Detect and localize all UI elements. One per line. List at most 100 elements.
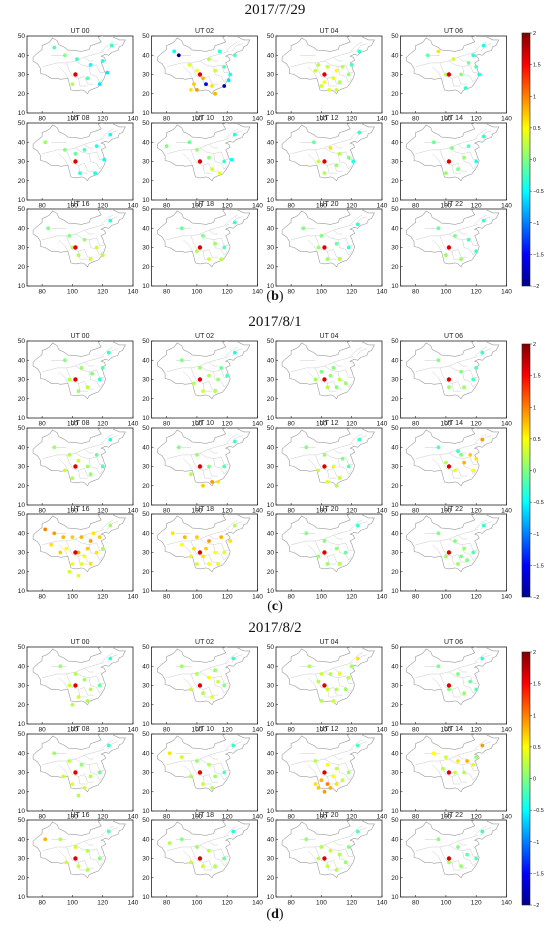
x-tick-label: 120 <box>222 508 233 515</box>
x-tick-label: 120 <box>346 508 357 515</box>
province-boundary <box>345 76 352 83</box>
x-tick-label: 140 <box>377 421 388 428</box>
province-boundary <box>474 41 487 52</box>
province-boundary <box>96 76 103 83</box>
colorbar: 2 1.5 1 0.5 0 −0.5 −1 −1.5 −2 <box>521 31 544 290</box>
province-boundary <box>350 128 363 139</box>
province-boundary <box>415 540 440 546</box>
station-point <box>346 845 351 849</box>
province-boundary <box>327 689 337 698</box>
station-point <box>316 786 321 790</box>
province-boundary <box>84 774 94 783</box>
station-point <box>459 72 463 77</box>
province-boundary <box>215 749 229 754</box>
station-point <box>187 63 192 67</box>
province-boundary <box>474 214 487 225</box>
province-boundary <box>166 62 191 68</box>
station-point <box>343 550 348 555</box>
station-point <box>207 762 211 767</box>
station-point <box>456 562 460 566</box>
province-boundary <box>457 381 468 390</box>
y-tick-label: 20 <box>391 569 399 576</box>
station-point <box>195 249 199 254</box>
province-boundary <box>345 163 352 170</box>
station-point <box>189 860 193 865</box>
caption-open: ( <box>266 289 271 304</box>
map-frame <box>26 733 134 812</box>
province-boundary <box>469 237 478 246</box>
subplot-title: UT 22 <box>444 201 463 208</box>
x-tick-label: 120 <box>222 203 233 210</box>
province-boundary <box>307 544 318 557</box>
province-boundary <box>88 544 97 555</box>
station-point <box>85 699 90 703</box>
x-tick-label: 80 <box>412 508 420 515</box>
subplot-title: UT 22 <box>444 506 463 513</box>
y-tick-label: 40 <box>18 750 26 757</box>
y-tick-label: 50 <box>142 206 150 213</box>
province-boundary <box>291 149 316 155</box>
y-tick-label: 40 <box>18 357 26 364</box>
colorbar-tick-label: 2 <box>533 342 536 348</box>
station-point <box>189 687 193 692</box>
station-point <box>106 829 111 834</box>
x-tick-label: 80 <box>39 203 47 210</box>
reference-station <box>73 856 78 861</box>
station-point <box>436 358 441 363</box>
colorbar-tick-label: 0 <box>533 777 536 783</box>
map-frame <box>26 208 134 287</box>
province-boundary <box>220 542 229 551</box>
province-boundary <box>356 521 367 530</box>
x-tick-label: 80 <box>288 594 296 601</box>
province-boundary <box>339 529 354 534</box>
station-point <box>313 377 318 382</box>
province-boundary <box>225 519 238 530</box>
province-boundary <box>221 687 228 694</box>
x-tick-label: 140 <box>252 289 263 296</box>
station-point <box>466 237 471 242</box>
x-tick-label: 120 <box>97 421 108 428</box>
x-tick-label: 120 <box>471 289 482 296</box>
colorbar-tick-label: −2 <box>533 903 539 909</box>
x-tick-label: 120 <box>97 594 108 601</box>
subplot-title: UT 06 <box>444 333 463 340</box>
province-boundary <box>480 521 492 530</box>
y-tick-label: 40 <box>391 357 399 364</box>
province-boundary <box>96 848 105 857</box>
x-tick-label: 80 <box>288 289 296 296</box>
station-point <box>216 377 221 382</box>
station-point <box>76 458 81 463</box>
province-boundary <box>42 673 67 679</box>
x-tick-label: 100 <box>316 421 327 428</box>
province-boundary <box>208 535 219 540</box>
country-boundary <box>281 428 375 487</box>
y-tick-label: 40 <box>267 444 275 451</box>
station-point <box>108 132 113 137</box>
station-point <box>465 852 469 857</box>
map-subplot: UT 14 10 20 30 40 50 80 100 120 140 <box>391 726 512 821</box>
map-frame <box>26 340 134 419</box>
province-boundary <box>339 356 354 361</box>
station-point <box>94 144 99 149</box>
province-boundary <box>464 224 478 229</box>
province-boundary <box>66 454 73 469</box>
subplot-title: UT 10 <box>195 420 214 427</box>
station-point <box>307 664 312 669</box>
x-tick-label: 120 <box>346 116 357 123</box>
colorbar-tick-label: 1.5 <box>533 682 541 688</box>
y-tick-label: 10 <box>18 110 26 117</box>
station-point <box>100 253 105 258</box>
y-tick-label: 40 <box>391 750 399 757</box>
y-tick-label: 40 <box>142 52 150 59</box>
x-tick-label: 140 <box>377 814 388 821</box>
station-point <box>73 151 78 156</box>
y-tick-label: 50 <box>267 817 275 824</box>
province-boundary <box>88 371 97 382</box>
province-boundary <box>469 762 478 771</box>
colorbar-tick-label: 2 <box>533 650 536 656</box>
x-tick-label: 120 <box>471 727 482 734</box>
station-point <box>201 76 205 81</box>
province-boundary <box>208 668 219 673</box>
province-boundary <box>90 749 105 754</box>
y-tick-label: 20 <box>142 483 150 490</box>
